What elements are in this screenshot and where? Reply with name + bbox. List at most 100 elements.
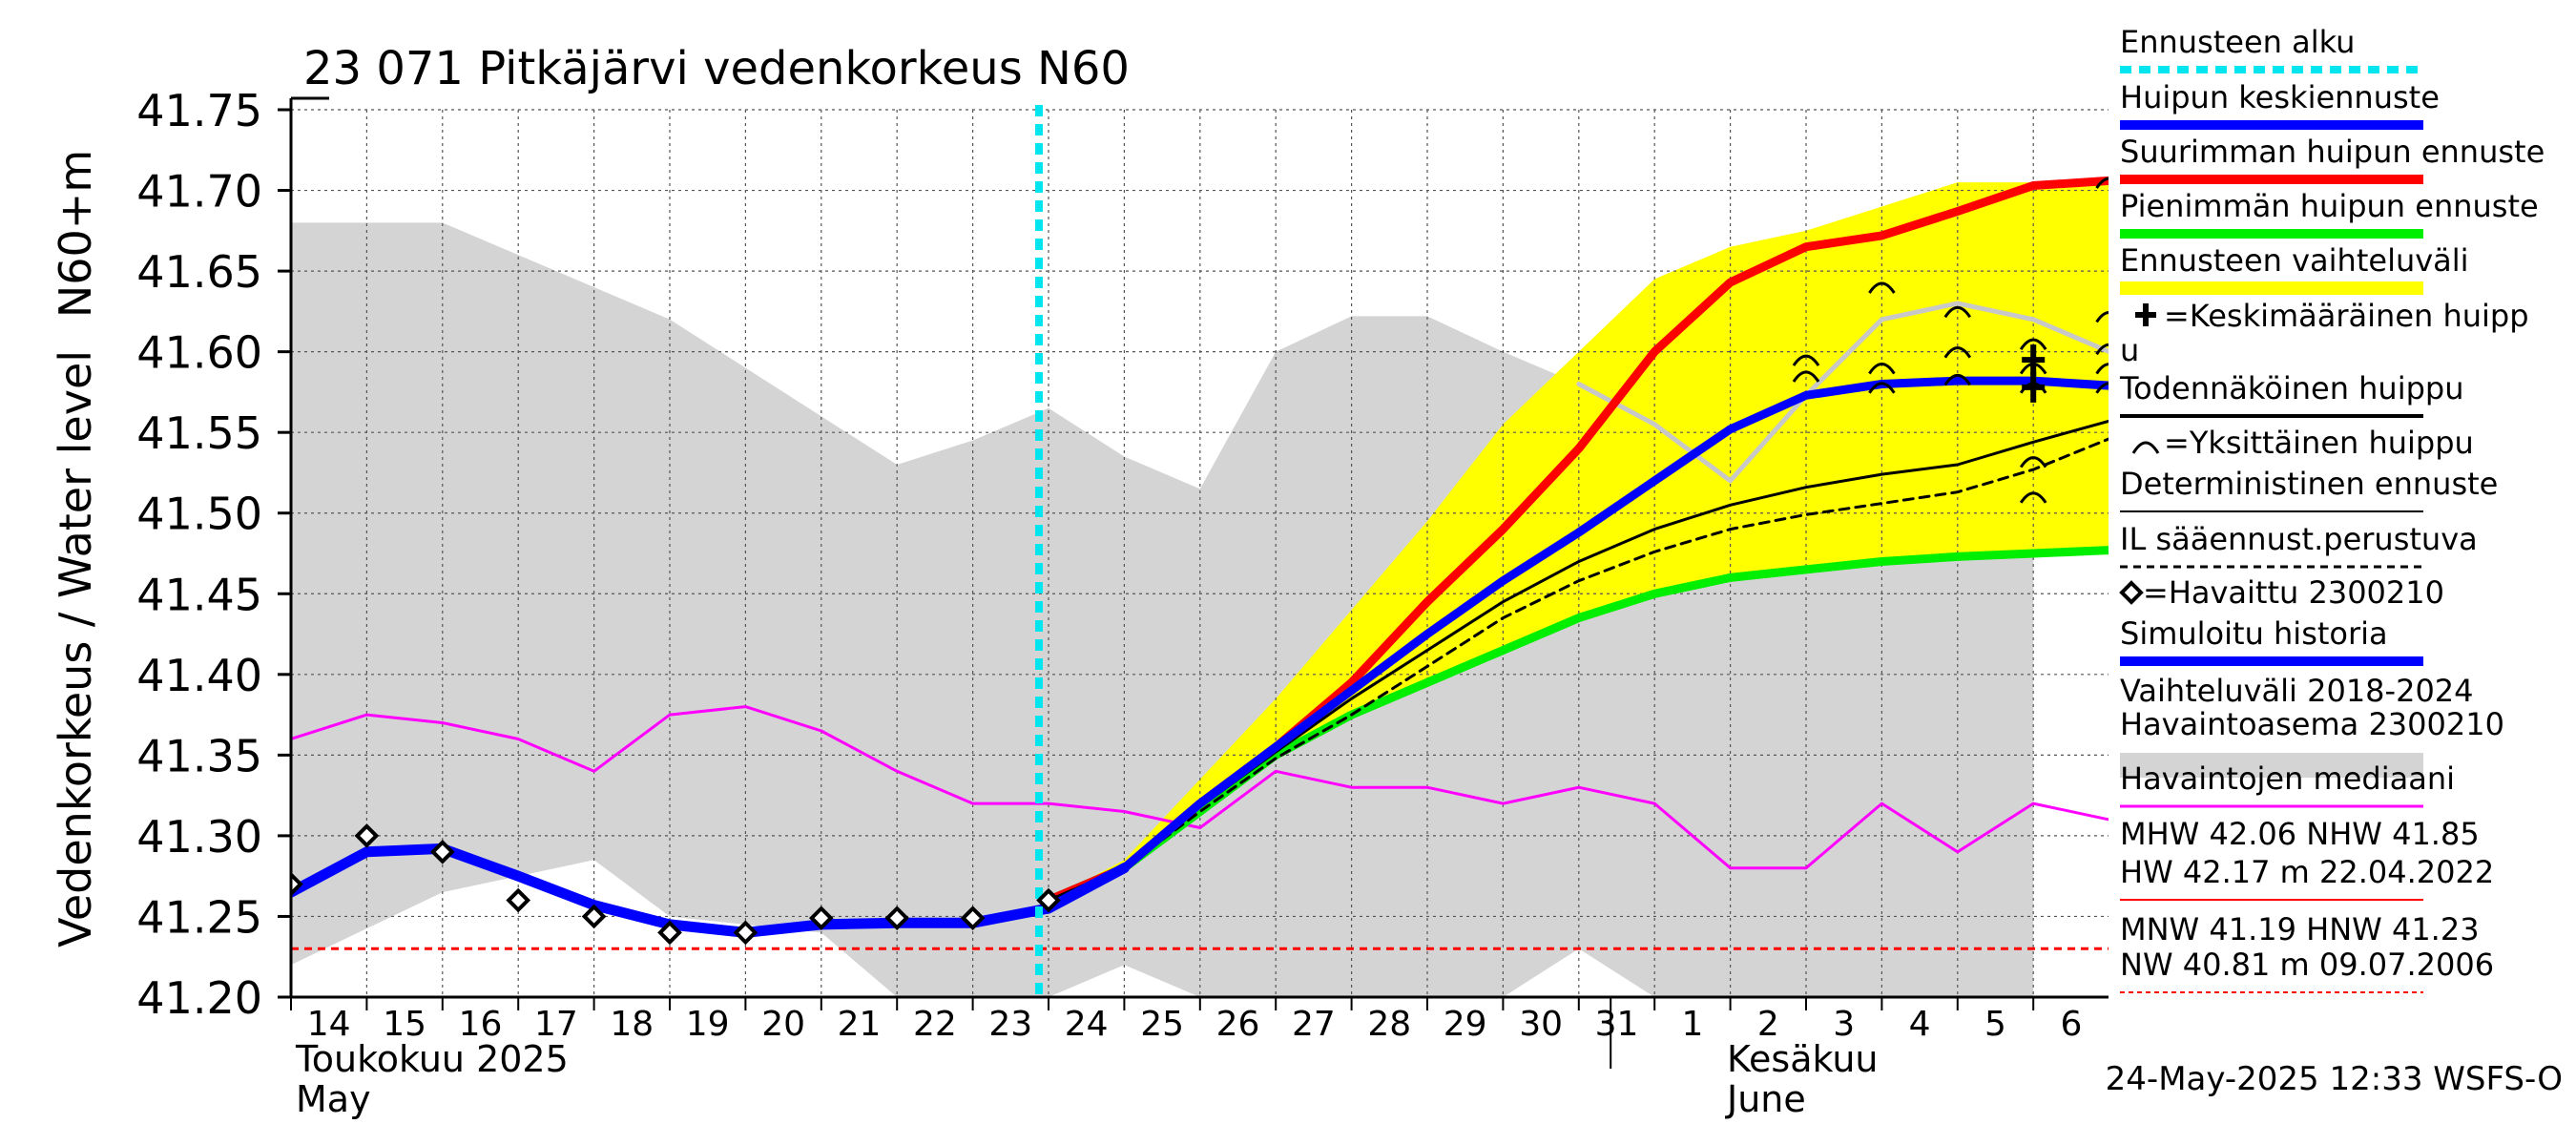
individual-peak-marker xyxy=(1943,346,1972,359)
observed-point xyxy=(808,906,834,930)
legend-label: u xyxy=(2120,332,2139,368)
observed-point xyxy=(1036,887,1061,913)
legend-label: Todennäköinen huippu xyxy=(2119,370,2464,406)
observed-point xyxy=(884,906,910,930)
observed-point xyxy=(733,920,758,946)
individual-peak-marker xyxy=(2019,491,2047,504)
individual-peak-marker xyxy=(2095,311,2109,323)
legend-label: IL sääennust.perustuva xyxy=(2120,521,2478,557)
legend-label: NW 40.81 m 09.07.2006 xyxy=(2120,947,2494,983)
x-tick-label: 20 xyxy=(761,1005,805,1044)
x-tick-label: 31 xyxy=(1595,1005,1639,1044)
y-tick-label: 41.60 xyxy=(136,327,262,379)
x-tick-label: 17 xyxy=(534,1005,578,1044)
x-tick-label: 2 xyxy=(1757,1005,1779,1044)
observed-point xyxy=(960,906,986,930)
x-tick-label: 6 xyxy=(2060,1005,2082,1044)
mean-peak-marker xyxy=(2022,371,2046,403)
individual-peak-marker xyxy=(2019,338,2047,351)
x-tick-label: 14 xyxy=(307,1005,351,1044)
y-tick-label: 41.55 xyxy=(136,407,262,459)
x-tick-label: 30 xyxy=(1519,1005,1563,1044)
individual-peak-marker xyxy=(1868,281,1896,294)
legend-label: =Havaittu 2300210 xyxy=(2143,574,2444,611)
x-tick-label: 1 xyxy=(1681,1005,1703,1044)
individual-peak-marker xyxy=(1868,382,1896,394)
individual-peak-marker xyxy=(2095,363,2109,375)
individual-peak-marker xyxy=(1943,373,1972,386)
y-tick-label: 41.70 xyxy=(136,166,262,218)
legend-label: Vaihteluväli 2018-2024 xyxy=(2120,673,2474,709)
legend-label: =Keskimääräinen huipp xyxy=(2164,298,2529,334)
legend-label: Simuloitu historia xyxy=(2120,615,2388,652)
x-tick-label: 24 xyxy=(1065,1005,1109,1044)
month-label-may-fi: Toukokuu 2025 xyxy=(295,1038,569,1080)
observed-point xyxy=(657,920,682,946)
month-label-may-en: May xyxy=(296,1078,371,1120)
series-line-unlabeled xyxy=(1576,301,2109,484)
x-tick-label: 15 xyxy=(383,1005,426,1044)
month-label-june-fi: Kesäkuu xyxy=(1727,1038,1879,1080)
y-axis-label: Vedenkorkeus / Water level xyxy=(50,350,101,947)
individual-peak-marker xyxy=(2019,456,2047,468)
legend-label: HW 42.17 m 22.04.2022 xyxy=(2120,854,2494,890)
legend-individual-peak-icon xyxy=(2131,441,2160,454)
legend: Ennusteen alku Huipun keskiennuste Suurimm… xyxy=(2119,24,2545,993)
observed-point xyxy=(506,887,531,913)
legend-mean-peak-icon xyxy=(2135,303,2156,326)
plot-area xyxy=(291,100,2109,997)
x-tick-label: 18 xyxy=(610,1005,654,1044)
legend-label: Huipun keskiennuste xyxy=(2120,79,2440,115)
series-line-simuloitu-historia xyxy=(291,843,1130,938)
chart-title: 23 071 Pitkäjärvi vedenkorkeus N60 xyxy=(303,42,1130,95)
series-line-il-s-ennust-perustuva xyxy=(1047,437,2109,902)
y-tick-label: 41.40 xyxy=(136,650,262,701)
individual-peak-marker xyxy=(2095,177,2109,189)
observed-point xyxy=(291,871,303,897)
legend-label: MHW 42.06 NHW 41.85 xyxy=(2120,816,2480,852)
observed-point xyxy=(429,839,455,864)
y-tick-label: 41.20 xyxy=(136,972,262,1024)
x-tick-label: 19 xyxy=(686,1005,730,1044)
legend-label: MNW 41.19 HNW 41.23 xyxy=(2120,911,2480,947)
x-tick-label: 26 xyxy=(1216,1005,1260,1044)
month-label-june-en: June xyxy=(1725,1078,1806,1120)
y-tick-label: 41.30 xyxy=(136,811,262,863)
x-tick-label: 22 xyxy=(913,1005,957,1044)
individual-peak-marker xyxy=(2095,343,2109,356)
axes: 41.20 41.25 41.30 41.35 41.40 41.45 41.50 41.55… xyxy=(136,85,2109,1069)
mean-peak-marker xyxy=(2022,344,2046,376)
y-tick-label: 41.75 xyxy=(136,85,262,136)
x-tick-label: 4 xyxy=(1909,1005,1931,1044)
legend-label: Havaintoasema 2300210 xyxy=(2120,706,2504,742)
legend-label: Pienimmän huipun ennuste xyxy=(2120,188,2539,224)
legend-label: Suurimman huipun ennuste xyxy=(2120,134,2545,170)
individual-peak-marker xyxy=(1943,305,1972,319)
series-line-huipun-keskiennuste xyxy=(1119,376,2109,873)
individual-peak-marker xyxy=(1792,354,1820,366)
x-tick-label: 23 xyxy=(988,1005,1032,1044)
x-tick-label: 25 xyxy=(1140,1005,1184,1044)
x-tick-label: 16 xyxy=(459,1005,503,1044)
y-tick-label: 41.45 xyxy=(136,569,262,620)
legend-label: Deterministinen ennuste xyxy=(2120,466,2498,502)
legend-label: Ennusteen alku xyxy=(2120,24,2355,60)
observed-point xyxy=(581,904,607,929)
legend-label: Havaintojen mediaani xyxy=(2120,760,2455,797)
individual-peak-marker xyxy=(1868,363,1896,375)
legend-label: Ennusteen vaihteluväli xyxy=(2120,242,2469,279)
x-tick-label: 29 xyxy=(1444,1005,1487,1044)
x-tick-label: 21 xyxy=(838,1005,882,1044)
x-tick-label: 3 xyxy=(1833,1005,1855,1044)
legend-observed-icon xyxy=(2119,580,2144,605)
timestamp-footer: 24-May-2025 12:33 WSFS-O xyxy=(2106,1060,2563,1098)
individual-peak-marker xyxy=(1792,370,1820,383)
y-tick-label: 41.50 xyxy=(136,489,262,540)
legend-label: =Yksittäinen huippu xyxy=(2164,425,2474,461)
y-tick-label: 41.25 xyxy=(136,891,262,943)
x-tick-label: 27 xyxy=(1292,1005,1336,1044)
x-tick-label: 28 xyxy=(1367,1005,1411,1044)
series-line-pienimm-n-huipun-ennuste xyxy=(1044,546,2109,905)
series-line-havaintojen-mediaani xyxy=(291,705,2109,870)
y-axis-unit-label: N60+m xyxy=(50,150,101,318)
